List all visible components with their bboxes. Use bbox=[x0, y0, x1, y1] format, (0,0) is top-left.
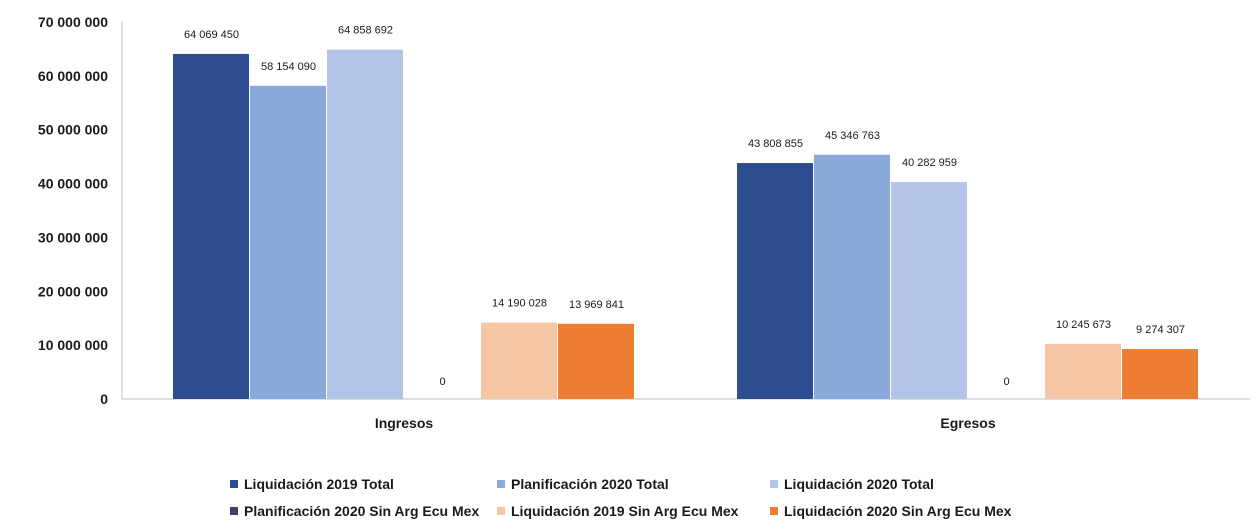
y-tick-label: 60 000 000 bbox=[38, 68, 108, 84]
data-label: 43 808 855 bbox=[748, 138, 803, 150]
data-label: 64 858 692 bbox=[338, 25, 393, 37]
data-label: 45 346 763 bbox=[825, 130, 880, 142]
data-label: 13 969 841 bbox=[569, 299, 624, 311]
y-axis-ticks: 0 10 000 000 20 000 000 30 000 000 40 000 00… bbox=[38, 14, 108, 407]
bar bbox=[1122, 349, 1198, 399]
data-label: 0 bbox=[439, 376, 445, 388]
bar bbox=[481, 322, 557, 399]
data-label: 58 154 090 bbox=[261, 61, 316, 73]
bar bbox=[173, 53, 249, 399]
data-label: 14 190 028 bbox=[492, 298, 547, 310]
data-labels-group: 64 069 450 58 154 090 64 858 692 0 14 190 02… bbox=[184, 25, 1185, 388]
y-tick-label: 10 000 000 bbox=[38, 337, 108, 353]
bar bbox=[250, 85, 326, 400]
y-tick-label: 20 000 000 bbox=[38, 283, 108, 299]
bar bbox=[327, 49, 403, 400]
bar bbox=[814, 154, 890, 399]
data-label: 0 bbox=[1003, 376, 1009, 388]
y-tick-label: 30 000 000 bbox=[38, 229, 108, 245]
bars-group bbox=[173, 49, 1198, 400]
bar bbox=[737, 163, 813, 399]
data-label: 10 245 673 bbox=[1056, 319, 1111, 331]
y-tick-label: 50 000 000 bbox=[38, 122, 108, 138]
y-tick-label: 40 000 000 bbox=[38, 176, 108, 192]
bar bbox=[891, 182, 967, 399]
data-label: 40 282 959 bbox=[902, 157, 957, 169]
x-tick-label: Egresos bbox=[940, 415, 995, 431]
y-tick-label: 0 bbox=[100, 391, 108, 407]
data-label: 64 069 450 bbox=[184, 29, 239, 41]
bar bbox=[558, 323, 634, 399]
data-label: 9 274 307 bbox=[1136, 324, 1185, 336]
bar bbox=[1045, 343, 1121, 399]
x-tick-label: Ingresos bbox=[375, 415, 434, 431]
y-tick-label: 70 000 000 bbox=[38, 14, 108, 30]
x-axis-ticks: Ingresos Egresos bbox=[375, 415, 996, 431]
